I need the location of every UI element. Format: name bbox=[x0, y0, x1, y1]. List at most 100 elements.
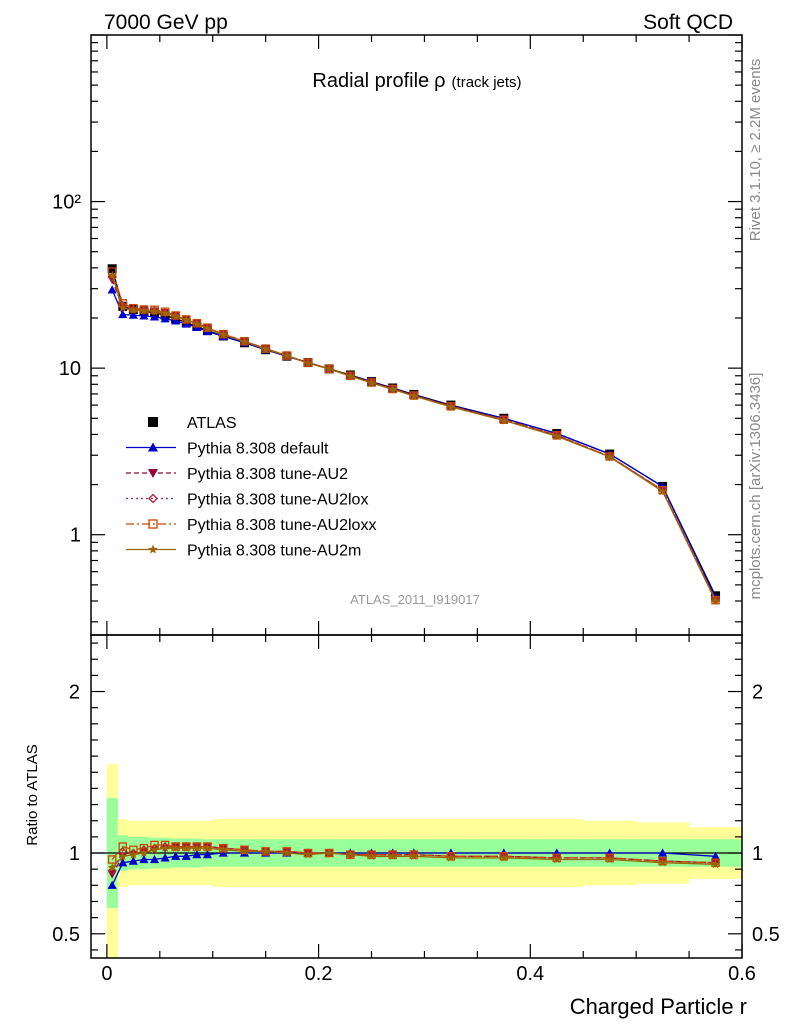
ratio-data-point bbox=[129, 850, 138, 859]
ratio-data-point bbox=[499, 853, 509, 862]
main-data-point bbox=[149, 306, 160, 316]
main-y-tick-label: 10² bbox=[52, 192, 81, 214]
main-data-point bbox=[711, 596, 720, 605]
legend-label: Pythia 8.308 tune-AU2 bbox=[187, 466, 348, 483]
ratio-y-tick-label-right: 0.5 bbox=[752, 924, 780, 946]
ratio-data-point bbox=[118, 858, 128, 867]
ratio-series-group bbox=[107, 840, 721, 889]
ratio-data-point bbox=[128, 856, 138, 865]
ratio-data-point bbox=[139, 854, 149, 864]
ratio-data-point bbox=[261, 846, 270, 856]
x-tick-label: 0 bbox=[101, 963, 112, 985]
ratio-data-point bbox=[218, 845, 228, 854]
main-data-point bbox=[388, 384, 398, 394]
ratio-data-point bbox=[107, 866, 117, 876]
main-data-point bbox=[499, 415, 509, 425]
main-data-point bbox=[218, 330, 228, 339]
legend-entry-3: Pythia 8.308 tune-AU2lox bbox=[126, 492, 368, 509]
legend-entry-0: ATLAS bbox=[148, 415, 237, 432]
chart-title-suffix: (track jets) bbox=[452, 74, 522, 91]
legend-marker bbox=[148, 469, 158, 478]
main-data-point bbox=[282, 351, 292, 360]
ratio-data-point bbox=[202, 850, 213, 859]
legend-entry-1: Pythia 8.308 default bbox=[126, 441, 329, 458]
ratio-data-point bbox=[658, 858, 667, 867]
legend-entry-5: Pythia 8.308 tune-AU2m bbox=[126, 543, 361, 560]
ratio-data-point bbox=[324, 848, 334, 857]
main-data-point bbox=[446, 402, 456, 411]
ratio-data-point bbox=[409, 851, 419, 860]
ratio-data-point bbox=[181, 851, 191, 860]
main-y-tick-label: 10 bbox=[59, 358, 81, 380]
ratio-data-point bbox=[107, 863, 117, 872]
main-data-point bbox=[107, 270, 117, 280]
x-tick-label: 0.2 bbox=[305, 963, 333, 985]
ratio-y-tick-label: 1 bbox=[69, 843, 80, 865]
ratio-data-point bbox=[367, 851, 376, 860]
main-data-point bbox=[107, 272, 117, 283]
chart-title-text: Radial profile bbox=[312, 70, 429, 92]
ratio-data-point bbox=[446, 853, 456, 862]
chart-title: Radial profile ρ (track jets) bbox=[312, 70, 521, 92]
rivet-label: Rivet 3.1.10, ≥ 2.2M events bbox=[747, 59, 764, 242]
ratio-data-point bbox=[192, 850, 202, 859]
main-data-point bbox=[129, 305, 138, 314]
main-data-point bbox=[160, 314, 170, 323]
ratio-data-point bbox=[552, 854, 562, 864]
ratio-data-point bbox=[171, 851, 181, 860]
ratio-data-point bbox=[150, 845, 159, 854]
ratio-data-point bbox=[203, 843, 212, 852]
ratio-y-tick-label: 0.5 bbox=[52, 924, 80, 946]
legend-marker bbox=[148, 493, 158, 504]
mcplots-label: mcplots.cern.ch [arXiv:1306.3436] bbox=[747, 373, 764, 600]
ratio-data-point bbox=[303, 850, 313, 859]
ratio-y-tick-label: 2 bbox=[69, 682, 80, 704]
ratio-data-point bbox=[149, 854, 160, 864]
legend-label: ATLAS bbox=[187, 415, 237, 432]
main-data-point bbox=[240, 337, 249, 346]
legend-entry-2: Pythia 8.308 tune-AU2 bbox=[126, 466, 348, 483]
main-data-point bbox=[203, 323, 212, 333]
header-right: Soft QCD bbox=[643, 11, 733, 34]
ratio-data-point bbox=[171, 843, 181, 852]
ratio-data-point bbox=[139, 848, 149, 857]
legend-marker bbox=[148, 417, 158, 427]
main-data-point bbox=[367, 378, 376, 387]
ratio-y-tick-label-right: 2 bbox=[752, 682, 763, 704]
ratio-data-point bbox=[192, 843, 202, 852]
main-data-point bbox=[552, 431, 562, 440]
ratio-data-point bbox=[282, 848, 292, 857]
main-data-point bbox=[149, 312, 160, 321]
ratio-data-point bbox=[605, 854, 615, 864]
main-data-point bbox=[139, 306, 149, 315]
legend-label: Pythia 8.308 default bbox=[187, 441, 329, 458]
main-data-point bbox=[261, 344, 270, 353]
ratio-data-point bbox=[181, 843, 191, 852]
legend-entry-4: Pythia 8.308 tune-AU2loxx bbox=[126, 517, 376, 534]
legend-label: Pythia 8.308 tune-AU2lox bbox=[187, 492, 368, 509]
ratio-data-point bbox=[160, 853, 170, 862]
main-data-point bbox=[128, 304, 138, 314]
ratio-series-line bbox=[111, 844, 716, 864]
header-left: 7000 GeV pp bbox=[104, 11, 228, 34]
ratio-data-point bbox=[710, 851, 721, 860]
ratio-data-point bbox=[711, 859, 720, 869]
main-data-point bbox=[192, 319, 202, 328]
ratio-data-point bbox=[107, 880, 117, 889]
main-data-point bbox=[346, 371, 355, 380]
ratio-panel-axes: 0.5 0.5 1 1 2 2 0 0.2 0.4 0.6 bbox=[52, 634, 780, 985]
main-y-tick-label: 1 bbox=[70, 525, 81, 547]
main-data-point bbox=[303, 358, 313, 367]
main-data-point bbox=[107, 285, 117, 294]
ratio-series-4 bbox=[107, 843, 720, 872]
ratio-data-point bbox=[240, 846, 249, 856]
main-data-point bbox=[118, 309, 128, 319]
legend-label: Pythia 8.308 tune-AU2loxx bbox=[187, 517, 376, 534]
legend-marker bbox=[148, 544, 158, 554]
main-panel-axes: 10² 10 1 bbox=[52, 34, 743, 636]
main-data-point bbox=[139, 311, 149, 320]
main-data-point bbox=[171, 311, 181, 320]
analysis-watermark: ATLAS_2011_I919017 bbox=[350, 592, 480, 607]
ratio-y-tick-label-right: 1 bbox=[752, 843, 763, 865]
